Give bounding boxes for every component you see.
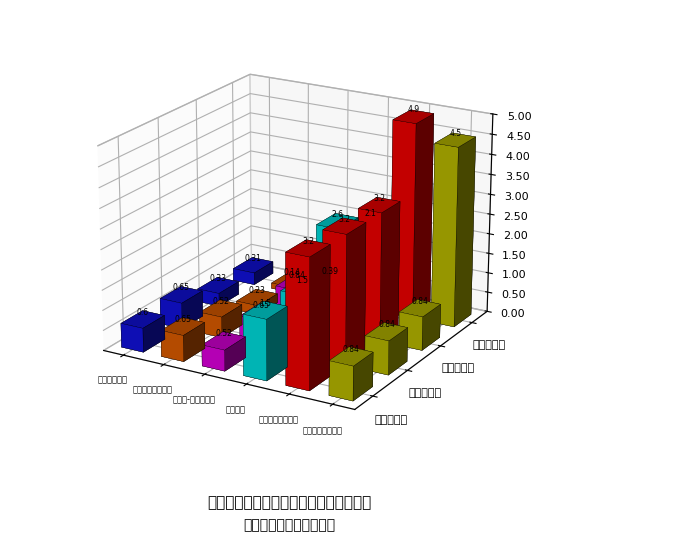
- Text: （非有機塩素系化合物）: （非有機塩素系化合物）: [244, 518, 336, 532]
- Text: 平成１８年度有害大気汚染物質年平均値: 平成１８年度有害大気汚染物質年平均値: [208, 496, 372, 511]
